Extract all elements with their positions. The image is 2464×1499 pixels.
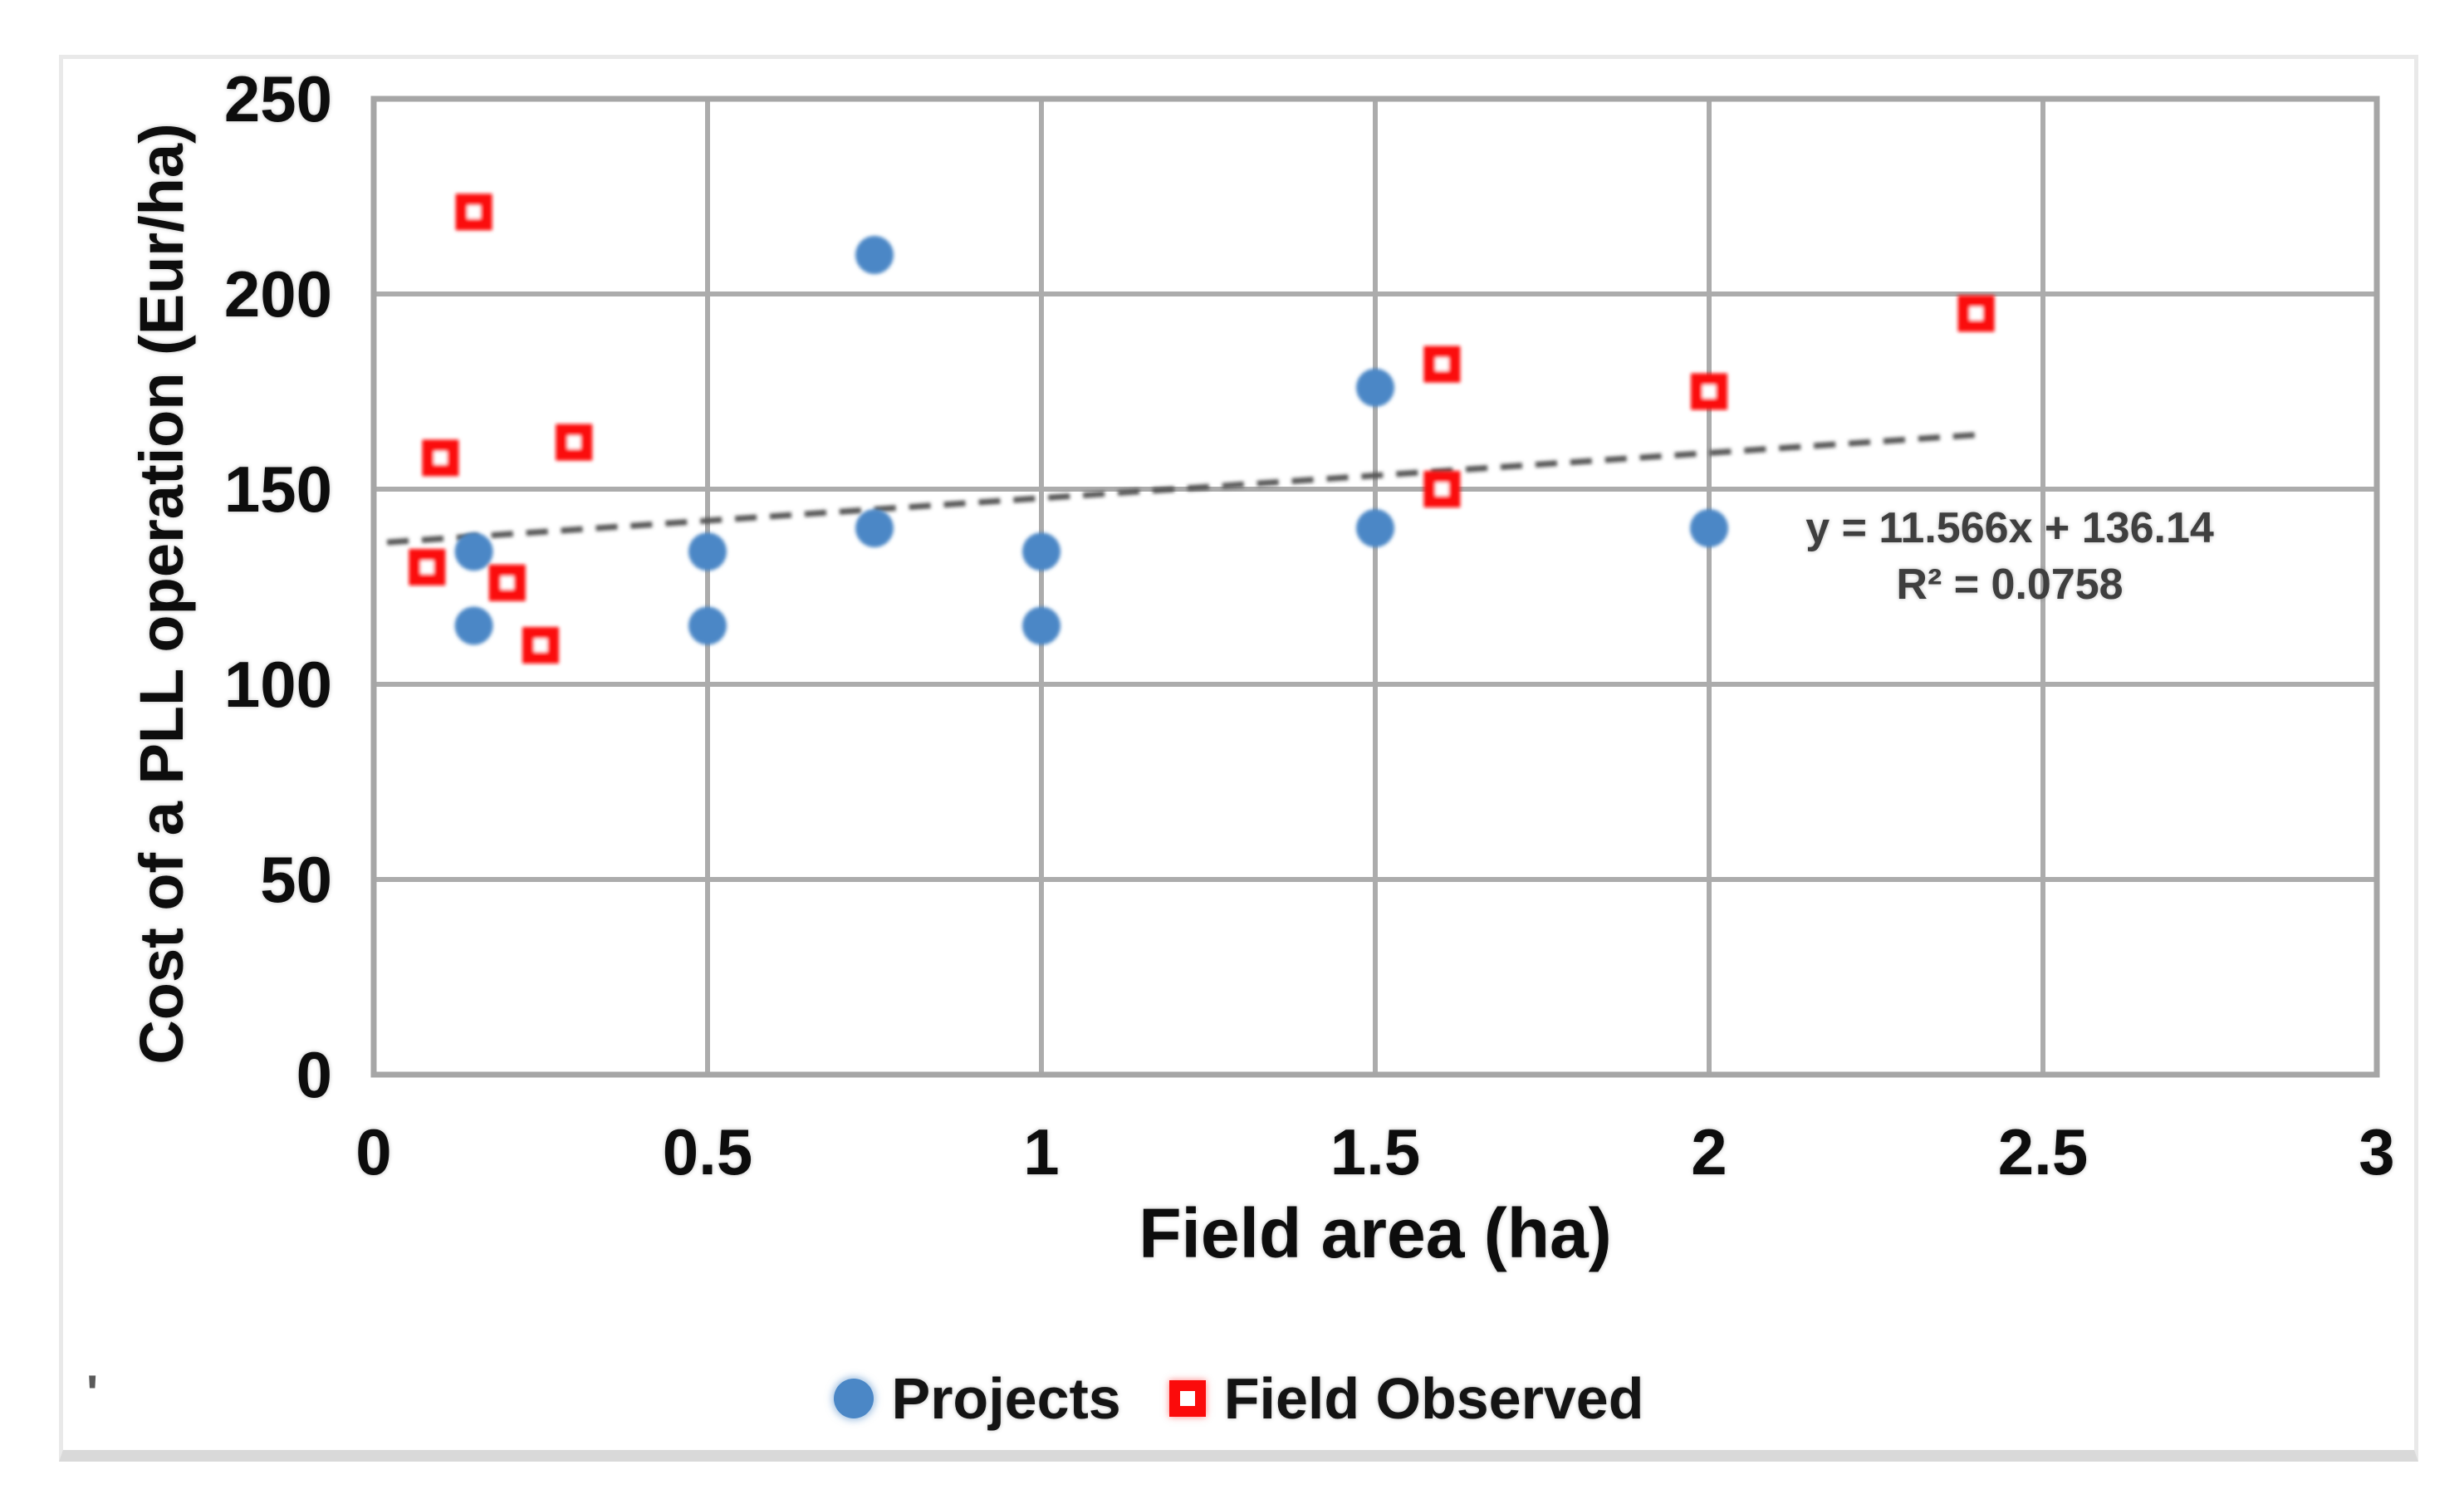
y-tick-label: 50 [260,843,332,916]
x-tick-label: 2 [1691,1115,1727,1188]
legend: Projects Field Observed [59,1359,2418,1438]
y-tick-label: 100 [223,648,332,721]
data-point-projects [688,532,727,571]
projects-marker-icon [833,1379,874,1418]
data-point-field-observed [422,439,459,477]
y-tick-label: 150 [223,453,332,526]
trendline [386,432,1977,546]
data-point-field-observed [488,564,526,601]
trendline-equation: y = 11.566x + 136.14 [1805,504,2214,552]
legend-label-field-observed: Field Observed [1223,1366,1644,1431]
stray-mark: ' [86,1365,99,1421]
data-point-projects [855,236,894,274]
y-axis-title: Cost of a PLL operation (Eur/ha) [127,123,196,1065]
legend-label-projects: Projects [891,1366,1121,1431]
y-tick-label: 0 [296,1038,332,1111]
field-observed-marker-icon [1168,1380,1206,1417]
data-point-projects [688,606,727,645]
x-tick-label: 0.5 [662,1115,753,1188]
data-point-projects [1022,606,1061,645]
data-point-field-observed [455,193,492,231]
x-tick-label: 3 [2359,1115,2395,1188]
data-point-projects [454,532,493,571]
y-tick-label: 250 [223,62,332,135]
data-point-projects [1356,509,1394,547]
data-point-field-observed [1691,373,1727,410]
data-point-projects [1690,509,1728,547]
legend-item-projects: Projects [833,1365,1121,1432]
data-point-field-observed [1423,471,1461,507]
r-squared-value: R² = 0.0758 [1896,561,2124,609]
data-point-projects [855,509,894,547]
data-point-field-observed [1957,295,1995,332]
data-point-field-observed [1423,345,1461,383]
y-tick-label: 200 [223,257,332,331]
chart-card [59,55,2418,1462]
x-tick-label: 2.5 [1997,1115,2089,1188]
data-point-projects [1022,532,1061,571]
x-tick-label: 1.5 [1330,1115,1421,1188]
data-point-projects [454,606,493,645]
data-point-field-observed [409,549,446,585]
data-point-field-observed [556,424,593,461]
x-tick-label: 0 [355,1115,392,1188]
plot-border [370,96,2380,1078]
data-point-field-observed [522,627,559,664]
data-point-projects [1356,368,1394,407]
x-axis-title: Field area (ha) [1139,1194,1612,1272]
x-tick-label: 1 [1023,1115,1060,1188]
legend-item-field-observed: Field Observed [1168,1365,1644,1432]
trendline-annotation: y = 11.566x + 136.14 R² = 0.0758 [1756,499,2263,612]
